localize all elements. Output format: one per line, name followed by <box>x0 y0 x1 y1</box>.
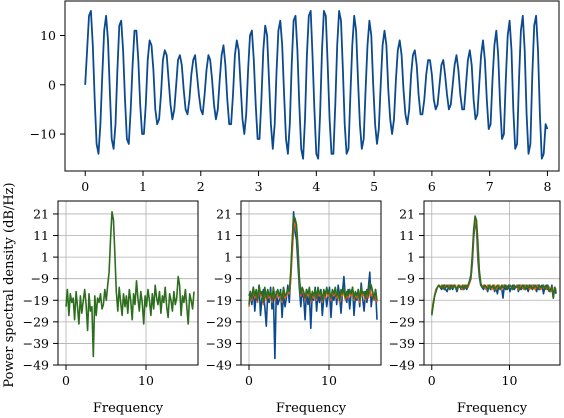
series-line-2 <box>431 215 557 316</box>
y-tick-label: −49 <box>206 358 232 373</box>
x-tick-label: 10 <box>138 373 154 388</box>
y-tick-label: 1 <box>224 250 232 265</box>
x-tick-label: 4 <box>312 179 320 194</box>
y-tick-label: 11 <box>216 228 232 243</box>
y-tick-label: −29 <box>206 314 232 329</box>
y-tick-label: −29 <box>389 314 415 329</box>
x-axis-label: Frequency <box>276 401 347 416</box>
x-tick-label: 8 <box>543 179 551 194</box>
y-tick-label: −39 <box>389 336 415 351</box>
y-tick-label: 11 <box>399 228 415 243</box>
series-line-0 <box>65 211 195 358</box>
y-tick-label: −49 <box>389 358 415 373</box>
y-tick-label: 10 <box>40 28 56 43</box>
x-tick-label: 7 <box>486 179 494 194</box>
y-tick-label: −9 <box>214 271 232 286</box>
x-tick-label: 5 <box>370 179 378 194</box>
x-tick-label: 0 <box>62 373 70 388</box>
series-line-0 <box>84 9 549 160</box>
x-tick-label: 6 <box>428 179 436 194</box>
x-axis-label: Frequency <box>457 401 528 416</box>
y-tick-label: 21 <box>33 206 49 221</box>
time-series-panel: 0 1 2 3 4 5 6 7 8 −10 0 10 <box>30 0 560 194</box>
x-tick-label: 3 <box>255 179 263 194</box>
series-line-1 <box>431 219 557 312</box>
x-tick-label: 0 <box>428 373 436 388</box>
y-tick-label: −19 <box>389 293 415 308</box>
y-tick-label: −10 <box>30 127 56 142</box>
y-tick-label: −39 <box>206 336 232 351</box>
x-tick-label: 0 <box>245 373 253 388</box>
y-tick-label: 1 <box>407 250 415 265</box>
y-tick-label: 21 <box>216 206 232 221</box>
plot-frame <box>423 200 561 366</box>
y-tick-label: −9 <box>397 271 415 286</box>
x-tick-label: 1 <box>139 179 147 194</box>
series-line-0 <box>431 221 557 314</box>
y-tick-label: −29 <box>23 314 49 329</box>
x-axis-label: Frequency <box>93 401 164 416</box>
x-tick-label: 0 <box>81 179 89 194</box>
y-tick-label: 21 <box>399 206 415 221</box>
y-tick-label: −19 <box>206 293 232 308</box>
x-tick-label: 10 <box>502 373 518 388</box>
x-tick-label: 2 <box>197 179 205 194</box>
y-tick-label: −49 <box>23 358 49 373</box>
plot-frame <box>57 200 199 366</box>
y-tick-label: 11 <box>33 228 49 243</box>
y-tick-label: −39 <box>23 336 49 351</box>
plot-frame <box>240 200 382 366</box>
plot-frame <box>64 0 560 172</box>
series-line-2 <box>248 215 378 305</box>
x-tick-label: 10 <box>321 373 337 388</box>
y-tick-label: −19 <box>23 293 49 308</box>
y-tick-label: 0 <box>48 77 56 92</box>
y-tick-label: −9 <box>31 271 49 286</box>
series-line-0 <box>248 211 378 360</box>
y-tick-label: 1 <box>41 250 49 265</box>
psd-y-axis-label: Power spectral density (dB/Hz) <box>2 182 17 387</box>
